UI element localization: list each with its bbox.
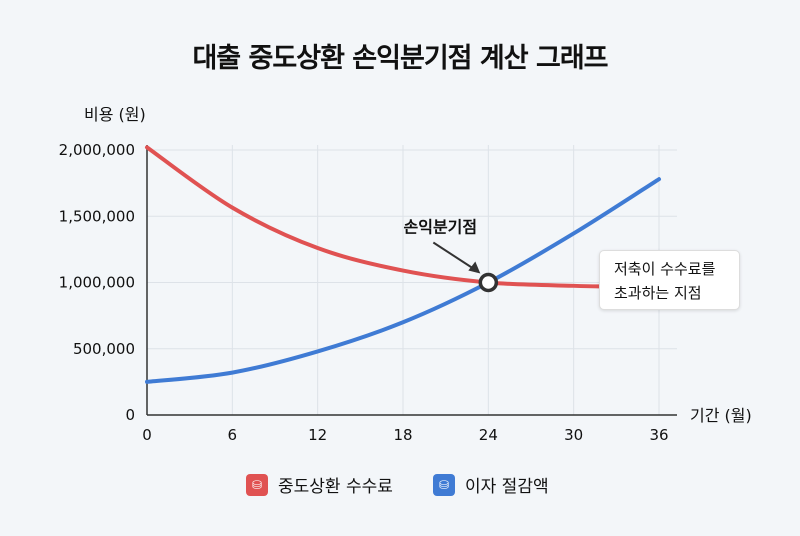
savings-series-line <box>145 177 661 384</box>
legend-label: 이자 절감액 <box>465 477 549 497</box>
legend-item-savings: ⛁ 이자 절감액 <box>433 472 549 497</box>
x-axis-label: 기간 (월) <box>690 406 752 425</box>
y-tick-label: 0 <box>125 406 135 424</box>
callout-line-1: 저축이 수수료를 <box>614 260 716 278</box>
breakeven-label: 손익분기점 <box>404 218 478 237</box>
legend-item-fee: ⛁ 중도상환 수수료 <box>246 472 393 497</box>
y-tick-label: 1,000,000 <box>59 274 135 292</box>
x-tick-label: 30 <box>564 426 583 444</box>
x-tick-label: 0 <box>142 426 152 444</box>
x-tick-label: 18 <box>393 426 412 444</box>
breakeven-point <box>478 272 499 293</box>
x-tick-label: 12 <box>308 426 327 444</box>
arrow-head-icon <box>468 261 481 274</box>
breakeven-callout: 저축이 수수료를 초과하는 지점 <box>599 250 740 310</box>
y-tick-label: 2,000,000 <box>59 141 135 159</box>
y-tick-label: 500,000 <box>73 340 135 358</box>
x-tick-label: 24 <box>479 426 498 444</box>
x-tick-label: 6 <box>228 426 238 444</box>
coins-icon: ⛁ <box>246 473 268 496</box>
chart-title: 대출 중도상환 손익분기점 계산 그래프 <box>192 43 608 74</box>
y-axis-label: 비용 (원) <box>84 105 146 124</box>
legend-label: 중도상환 수수료 <box>278 477 393 497</box>
breakeven-arrow <box>432 241 477 272</box>
callout-line-2: 초과하는 지점 <box>614 284 702 302</box>
y-tick-label: 1,500,000 <box>59 207 135 225</box>
fee-series-line <box>145 145 605 289</box>
coins-icon: ⛁ <box>433 473 455 496</box>
x-tick-label: 36 <box>649 426 668 444</box>
